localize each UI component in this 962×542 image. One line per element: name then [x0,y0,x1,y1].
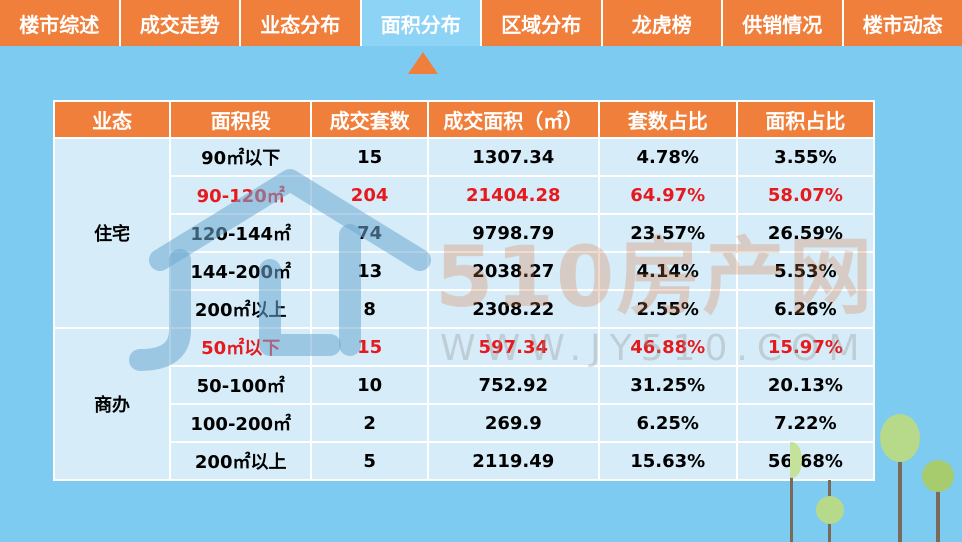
table-row: 住宅 90㎡以下 15 1307.34 4.78% 3.55% [52,137,876,329]
area-range-cell: 120-144㎡ [169,213,313,253]
header-units: 成交套数 [310,100,429,139]
category-cell: 商办 [52,327,172,481]
unit-share-cell: 46.88% [597,327,738,367]
units-cell: 204 [310,175,429,215]
units-cell: 15 [310,327,429,367]
area-cell: 2038.27 [426,251,600,291]
area-share-cell: 26.59% [735,213,876,253]
tab-property-type[interactable]: 业态分布 [241,0,360,46]
area-share-cell: 7.22% [735,403,876,443]
area-range-cell: 50㎡以下 [169,327,313,367]
header-area-share: 面积占比 [735,100,876,139]
area-distribution-table: 业态 面积段 成交套数 成交面积（㎡） 套数占比 面积占比 住宅 90㎡以下 15 1… [52,100,876,481]
area-range-cell: 144-200㎡ [169,251,313,291]
area-cell: 269.9 [426,403,600,443]
unit-share-cell: 15.63% [597,441,738,481]
unit-share-cell: 64.97% [597,175,738,215]
unit-share-cell: 4.14% [597,251,738,291]
table-row: 50-100㎡ 10 752.92 31.25% 20.13% [54,365,876,405]
area-cell: 2119.49 [426,441,600,481]
area-cell: 1307.34 [426,137,600,177]
area-share-cell: 6.26% [735,289,876,329]
header-area: 成交面积（㎡） [426,100,600,139]
tab-supply-sales[interactable]: 供销情况 [723,0,842,46]
units-cell: 5 [310,441,429,481]
area-cell: 597.34 [426,327,600,367]
area-cell: 9798.79 [426,213,600,253]
table-row: 100-200㎡ 2 269.9 6.25% 7.22% [54,403,876,443]
top-nav: 楼市综述 成交走势 业态分布 面积分布 区域分布 龙虎榜 供销情况 楼市动态 [0,0,962,46]
area-cell: 21404.28 [426,175,600,215]
unit-share-cell: 31.25% [597,365,738,405]
table-row: 商办 50㎡以下 15 597.34 46.88% 15.97% [52,327,876,481]
area-range-cell: 100-200㎡ [169,403,313,443]
table-row: 90-120㎡ 204 21404.28 64.97% 58.07% [54,175,876,215]
header-type: 业态 [52,100,172,139]
table-row: 120-144㎡ 74 9798.79 23.57% 26.59% [54,213,876,253]
area-cell: 2308.22 [426,289,600,329]
tab-market-overview[interactable]: 楼市综述 [0,0,119,46]
tab-area-distribution[interactable]: 面积分布 [361,0,480,46]
area-share-cell: 15.97% [735,327,876,367]
area-range-cell: 50-100㎡ [169,365,313,405]
table-header-row: 业态 面积段 成交套数 成交面积（㎡） 套数占比 面积占比 [52,100,876,139]
units-cell: 8 [310,289,429,329]
table-row: 144-200㎡ 13 2038.27 4.14% 5.53% [54,251,876,291]
area-range-cell: 200㎡以上 [169,441,313,481]
header-area-range: 面积段 [169,100,313,139]
area-range-cell: 200㎡以上 [169,289,313,329]
tab-ranking[interactable]: 龙虎榜 [602,0,721,46]
category-cell: 住宅 [52,137,172,329]
unit-share-cell: 2.55% [597,289,738,329]
area-share-cell: 5.53% [735,251,876,291]
active-tab-pointer [408,52,438,74]
unit-share-cell: 23.57% [597,213,738,253]
units-cell: 74 [310,213,429,253]
area-share-cell: 58.07% [735,175,876,215]
table-row: 200㎡以上 5 2119.49 15.63% 56.68% [54,441,876,481]
trees-decoration [790,414,954,542]
area-range-cell: 90-120㎡ [169,175,313,215]
unit-share-cell: 4.78% [597,137,738,177]
units-cell: 13 [310,251,429,291]
area-share-cell: 56.68% [735,441,876,481]
header-unit-share: 套数占比 [597,100,738,139]
area-share-cell: 3.55% [735,137,876,177]
area-cell: 752.92 [426,365,600,405]
tab-market-news[interactable]: 楼市动态 [843,0,962,46]
units-cell: 15 [310,137,429,177]
area-share-cell: 20.13% [735,365,876,405]
tab-region-distribution[interactable]: 区域分布 [482,0,601,46]
units-cell: 10 [310,365,429,405]
units-cell: 2 [310,403,429,443]
tab-transaction-trend[interactable]: 成交走势 [120,0,239,46]
unit-share-cell: 6.25% [597,403,738,443]
table-row: 200㎡以上 8 2308.22 2.55% 6.26% [54,289,876,329]
area-range-cell: 90㎡以下 [169,137,313,177]
table-body: 住宅 90㎡以下 15 1307.34 4.78% 3.55% 90-120㎡ 204 2140… [52,137,876,481]
